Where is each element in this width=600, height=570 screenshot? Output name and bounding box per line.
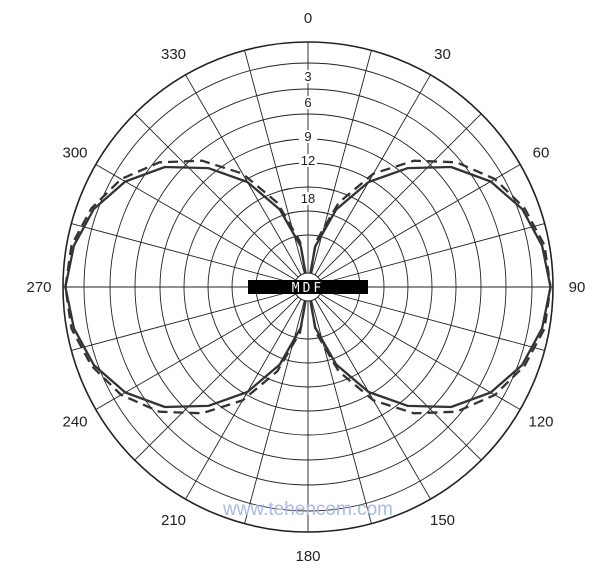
grid-spoke (95, 164, 297, 281)
radial-label-bg (299, 130, 317, 143)
angle-label: 60 (533, 145, 550, 162)
grid-spoke (311, 50, 372, 274)
angle-label: 90 (569, 279, 586, 296)
grid-spoke (317, 113, 482, 278)
grid-spoke (319, 164, 521, 281)
radial-label-bg (299, 192, 317, 205)
angle-label: 180 (295, 548, 320, 565)
angle-label: 210 (161, 512, 186, 529)
radial-label: 6 (304, 95, 311, 110)
angle-label: 0 (304, 10, 312, 27)
radial-labels: 3 6 9 12 18 (299, 69, 317, 206)
center-bar (248, 280, 368, 294)
radial-label: 9 (304, 129, 311, 144)
grid-spoke (71, 223, 295, 284)
angle-label: 240 (62, 414, 87, 431)
radial-label: 3 (304, 69, 311, 84)
center-label: MDF (292, 281, 324, 296)
watermark: www.tehencom.com (222, 499, 393, 520)
angle-label: 150 (430, 512, 455, 529)
angle-label: 120 (528, 414, 553, 431)
grid-spoke (134, 296, 299, 461)
grid-spoke (134, 113, 299, 278)
angle-label: 30 (434, 46, 451, 63)
radial-label: 18 (301, 191, 315, 206)
grid-spoke (71, 290, 295, 351)
center-group: MDF (248, 272, 368, 302)
angle-label: 330 (161, 46, 186, 63)
grid-spoke (311, 300, 372, 524)
grid-spoke (185, 74, 302, 276)
grid-spoke (321, 290, 545, 351)
grid-spoke (244, 50, 305, 274)
angle-label: 270 (26, 279, 51, 296)
grid-spoke (319, 293, 521, 410)
radial-label: 12 (301, 153, 315, 168)
angle-labels: 0 30 60 90 120 150 180 210 240 270 300 330 (26, 10, 585, 565)
grid-spoke (95, 293, 297, 410)
radial-label-bg (299, 154, 317, 167)
grid-spoke (244, 300, 305, 524)
radial-label-bg (299, 70, 317, 83)
radial-label-bg (299, 96, 317, 109)
angle-label: 300 (62, 145, 87, 162)
grid-spoke (321, 223, 545, 284)
grid-spoke (317, 296, 482, 461)
